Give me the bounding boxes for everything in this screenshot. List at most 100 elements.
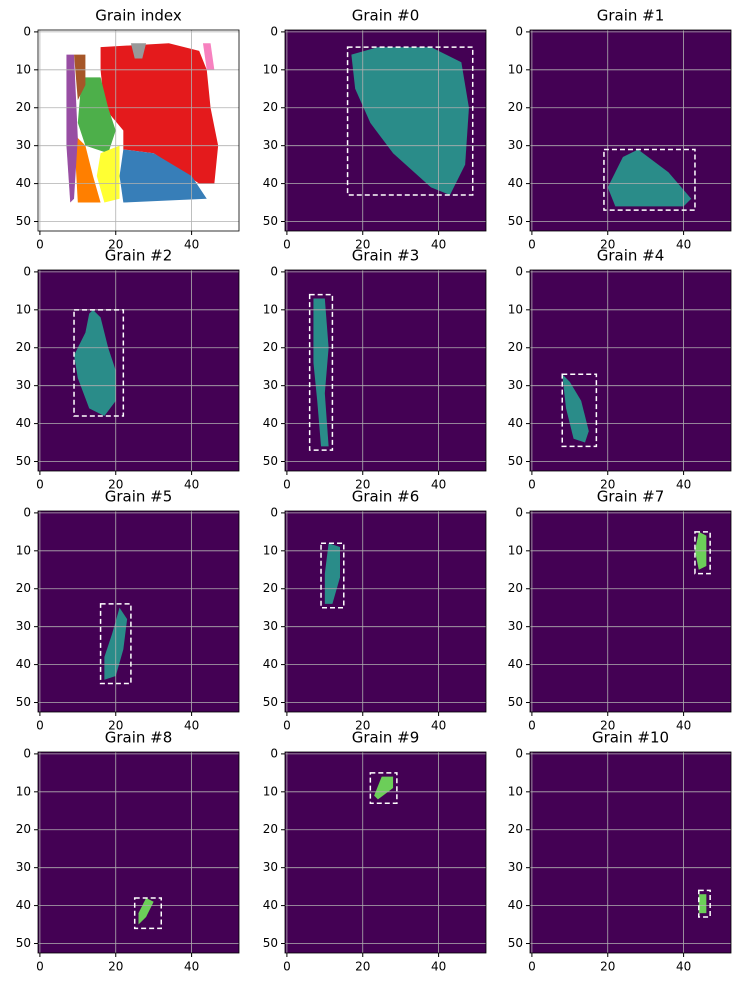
axes-frame — [284, 269, 487, 472]
x-tick-label: 40 — [431, 719, 446, 733]
image-background — [530, 270, 731, 471]
y-tick-label: 30 — [508, 138, 523, 152]
bounding-box — [346, 46, 474, 196]
axes-frame — [284, 29, 487, 232]
grain-region — [74, 134, 101, 203]
bounding-box — [698, 889, 711, 918]
grain-region — [77, 77, 116, 154]
y-tick-label: 10 — [508, 302, 523, 316]
panel-title: Grain #0 — [352, 7, 420, 25]
grain-region — [313, 298, 329, 447]
image-background — [38, 270, 239, 471]
x-tick-label: 20 — [355, 238, 370, 252]
y-tick-label: 10 — [508, 62, 523, 76]
y-tick-label: 0 — [23, 264, 31, 278]
axes-frame — [37, 751, 240, 954]
y-tick-label: 0 — [515, 24, 523, 38]
x-tick-label: 0 — [528, 478, 536, 492]
y-tick-label: 30 — [263, 138, 278, 152]
y-tick-label: 0 — [270, 746, 278, 760]
bounding-box — [320, 542, 345, 609]
x-tick-label: 20 — [600, 478, 615, 492]
y-tick-label: 10 — [508, 543, 523, 557]
y-tick-label: 0 — [515, 746, 523, 760]
x-tick-label: 40 — [184, 960, 199, 974]
axes-frame — [37, 29, 240, 232]
image-background — [285, 511, 486, 712]
y-tick-label: 50 — [508, 936, 523, 950]
x-tick-label: 40 — [676, 960, 691, 974]
grain-region — [74, 54, 86, 101]
axes-frame — [37, 269, 240, 472]
grain-region — [96, 145, 120, 203]
panel-title: Grain #9 — [352, 729, 420, 747]
x-tick-label: 40 — [184, 238, 199, 252]
y-tick-label: 40 — [16, 176, 31, 190]
panel-title: Grain #1 — [597, 7, 665, 25]
x-tick-label: 20 — [600, 719, 615, 733]
x-tick-label: 0 — [528, 960, 536, 974]
x-tick-label: 20 — [600, 960, 615, 974]
grain-region — [562, 374, 589, 443]
y-tick-label: 30 — [263, 378, 278, 392]
x-tick-label: 0 — [36, 238, 44, 252]
panel-title: Grain #10 — [592, 729, 669, 747]
bounding-box — [603, 148, 696, 211]
y-tick-label: 30 — [16, 138, 31, 152]
y-tick-label: 0 — [515, 264, 523, 278]
y-tick-label: 40 — [263, 898, 278, 912]
y-tick-label: 10 — [16, 302, 31, 316]
y-tick-label: 20 — [16, 822, 31, 836]
y-tick-label: 50 — [263, 936, 278, 950]
y-tick-label: 30 — [16, 378, 31, 392]
y-tick-label: 50 — [508, 454, 523, 468]
panel-title: Grain index — [95, 7, 182, 25]
bounding-box — [73, 309, 125, 417]
y-tick-label: 20 — [508, 822, 523, 836]
grain-region — [698, 894, 707, 914]
x-tick-label: 20 — [108, 719, 123, 733]
y-tick-label: 20 — [263, 581, 278, 595]
y-tick-label: 40 — [508, 657, 523, 671]
y-tick-label: 10 — [263, 302, 278, 316]
y-tick-label: 40 — [263, 416, 278, 430]
y-tick-label: 20 — [16, 581, 31, 595]
grain-region — [374, 776, 394, 800]
grain-region — [74, 309, 116, 417]
y-tick-label: 20 — [508, 340, 523, 354]
x-tick-label: 0 — [36, 960, 44, 974]
y-tick-label: 50 — [16, 454, 31, 468]
x-tick-label: 20 — [355, 478, 370, 492]
x-tick-label: 0 — [36, 719, 44, 733]
y-tick-label: 10 — [263, 62, 278, 76]
bounding-box — [694, 531, 711, 575]
x-tick-label: 0 — [36, 478, 44, 492]
x-tick-label: 0 — [283, 960, 291, 974]
y-tick-label: 0 — [23, 505, 31, 519]
y-tick-label: 50 — [263, 695, 278, 709]
y-tick-label: 30 — [16, 619, 31, 633]
x-tick-label: 0 — [528, 719, 536, 733]
panel-title: Grain #7 — [597, 488, 665, 506]
y-tick-label: 50 — [508, 214, 523, 228]
axes-frame — [284, 751, 487, 954]
axes-frame — [284, 510, 487, 713]
y-tick-label: 40 — [263, 176, 278, 190]
y-tick-label: 40 — [508, 898, 523, 912]
panel-title: Grain #2 — [105, 247, 173, 265]
y-tick-label: 0 — [270, 24, 278, 38]
y-tick-label: 10 — [263, 543, 278, 557]
y-tick-label: 50 — [16, 695, 31, 709]
panel-title: Grain #3 — [352, 247, 420, 265]
y-tick-label: 20 — [263, 100, 278, 114]
y-tick-label: 40 — [16, 416, 31, 430]
x-tick-label: 40 — [676, 478, 691, 492]
y-tick-label: 20 — [508, 100, 523, 114]
grain-region — [66, 54, 78, 203]
x-tick-label: 20 — [355, 719, 370, 733]
y-tick-label: 40 — [508, 176, 523, 190]
x-tick-label: 20 — [108, 960, 123, 974]
y-tick-label: 30 — [508, 619, 523, 633]
x-tick-label: 0 — [528, 238, 536, 252]
